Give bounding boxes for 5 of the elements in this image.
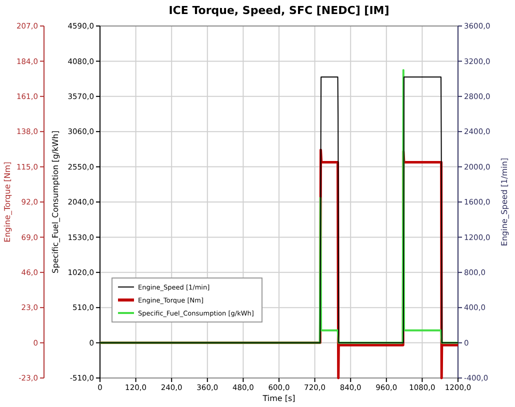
y2-axis-title: Engine_Speed [1/min] [500, 158, 509, 246]
y3-axis-title: Engine_Torque [Nm] [3, 162, 12, 242]
x-axis-title: Time [s] [262, 394, 296, 403]
chart-title: ICE Torque, Speed, SFC [NEDC] [IM] [168, 4, 390, 17]
y-axis-title: Specific_Fuel_Consumption [g/kWh] [51, 130, 60, 274]
